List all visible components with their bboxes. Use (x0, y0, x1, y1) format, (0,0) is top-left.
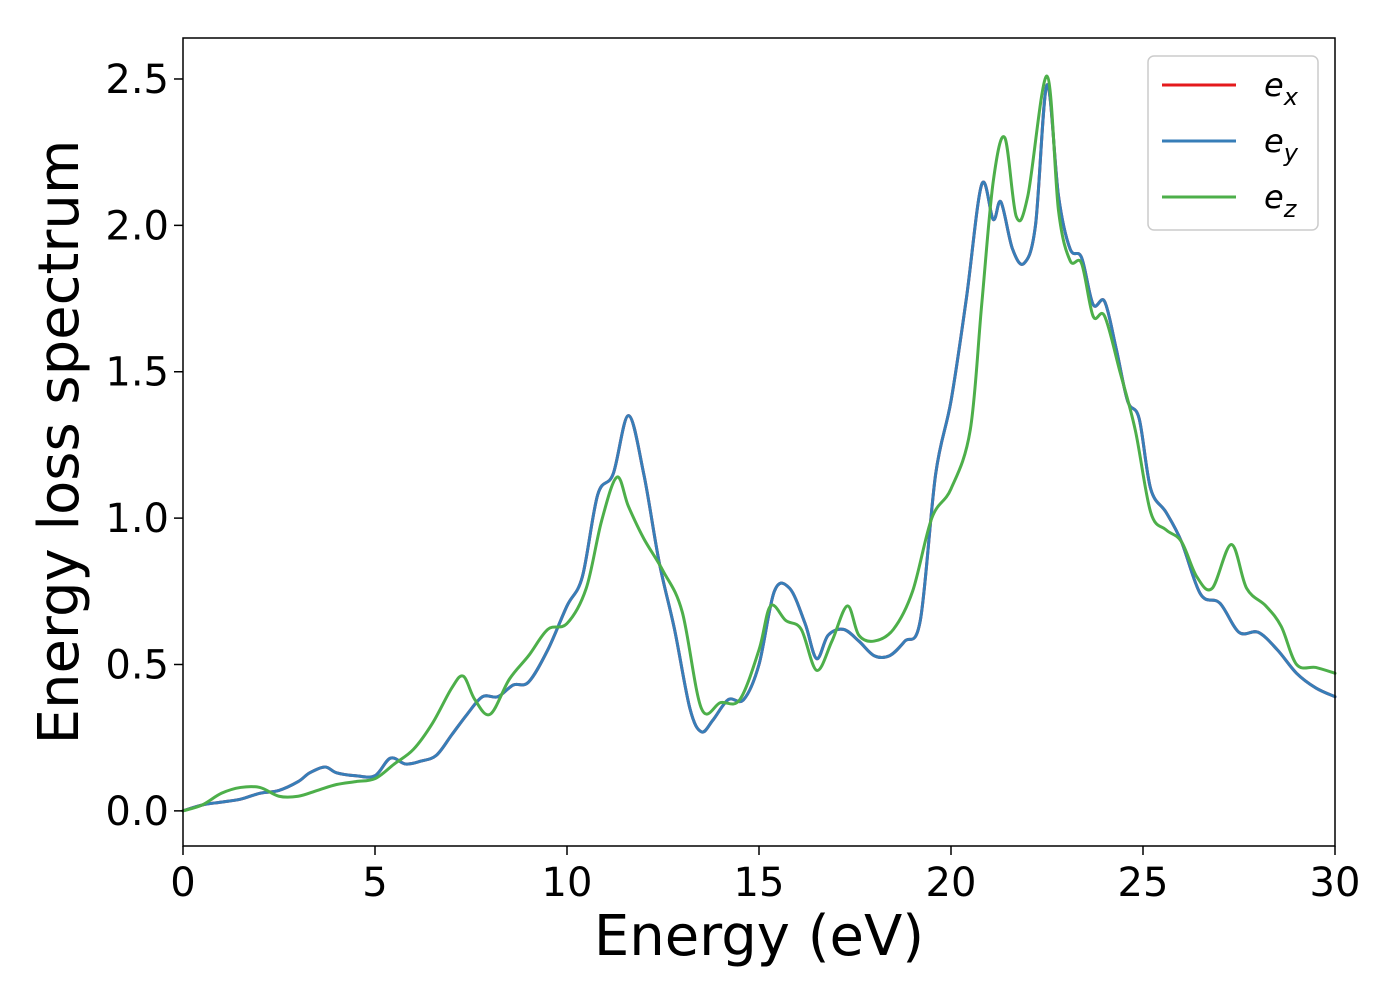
legend-label-x: ex (1264, 66, 1299, 111)
y-tick-label: 0.5 (105, 642, 169, 688)
series-layer (181, 74, 1337, 813)
x-tick-label: 30 (1310, 860, 1361, 906)
y-tick-label: 1.0 (105, 496, 169, 542)
x-tick-label: 20 (926, 860, 977, 906)
x-tick-label: 15 (734, 860, 785, 906)
x-axis-ticks: 0 5 10 15 20 25 30 (170, 846, 1360, 906)
x-tick-label: 10 (542, 860, 593, 906)
y-axis-label: Energy loss spectrum (27, 140, 92, 745)
series-line-e-z (181, 74, 1337, 813)
legend-label-z: ez (1264, 178, 1298, 223)
legend-box (1147, 55, 1319, 231)
y-tick-label: 2.0 (105, 203, 169, 249)
legend-label-base: e (1264, 178, 1284, 216)
y-tick-label: 0.0 (105, 789, 169, 835)
legend-label-base: e (1264, 122, 1284, 160)
x-tick-label: 25 (1118, 860, 1169, 906)
x-axis-label: Energy (eV) (594, 904, 924, 969)
legend-label-subscript: z (1283, 195, 1298, 223)
y-tick-label: 2.5 (105, 57, 169, 103)
y-tick-label: 1.5 (105, 350, 169, 396)
x-tick-label: 5 (362, 860, 387, 906)
legend-label-y: ey (1264, 122, 1299, 167)
legend-label-subscript: x (1283, 83, 1299, 111)
x-tick-label: 0 (170, 860, 195, 906)
y-axis-ticks: 0.0 0.5 1.0 1.5 2.0 2.5 (105, 57, 183, 835)
legend-label-base: e (1264, 66, 1284, 104)
series-line-e-y (181, 83, 1337, 813)
legend-label-subscript: y (1283, 139, 1299, 167)
